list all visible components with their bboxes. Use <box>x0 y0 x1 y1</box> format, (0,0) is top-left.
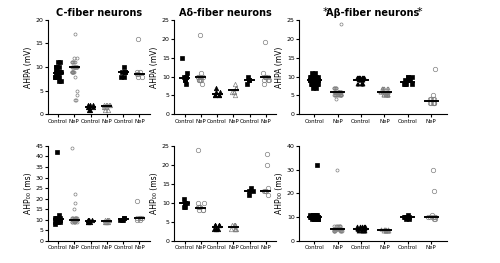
Y-axis label: AHP₀₀ (ms): AHP₀₀ (ms) <box>24 173 32 214</box>
Text: LTM: LTM <box>93 146 104 151</box>
Text: HTM: HTM <box>59 146 73 151</box>
Text: *: * <box>323 7 328 17</box>
Y-axis label: AHP₀₀ (ms): AHP₀₀ (ms) <box>275 173 284 214</box>
Y-axis label: AHPA (mV): AHPA (mV) <box>275 46 284 88</box>
Y-axis label: AHPA (mV): AHPA (mV) <box>150 46 159 88</box>
Title: C-fiber neurons: C-fiber neurons <box>56 8 142 18</box>
Text: UN: UN <box>415 146 424 151</box>
Title: Aδ-fiber neurons: Aδ-fiber neurons <box>179 8 272 18</box>
Text: UN: UN <box>126 146 136 151</box>
Text: UN: UN <box>253 146 262 151</box>
Text: *: * <box>417 7 422 17</box>
Text: LTM: LTM <box>220 146 231 151</box>
Title: Aβ-fiber neurons: Aβ-fiber neurons <box>326 8 420 18</box>
Text: HTM: HTM <box>319 146 333 151</box>
Text: HTM: HTM <box>186 146 200 151</box>
Text: cutLTM: cutLTM <box>364 146 382 151</box>
Y-axis label: AHPA (mV): AHPA (mV) <box>24 46 32 88</box>
Y-axis label: AHP₀₀ (ms): AHP₀₀ (ms) <box>150 173 159 214</box>
